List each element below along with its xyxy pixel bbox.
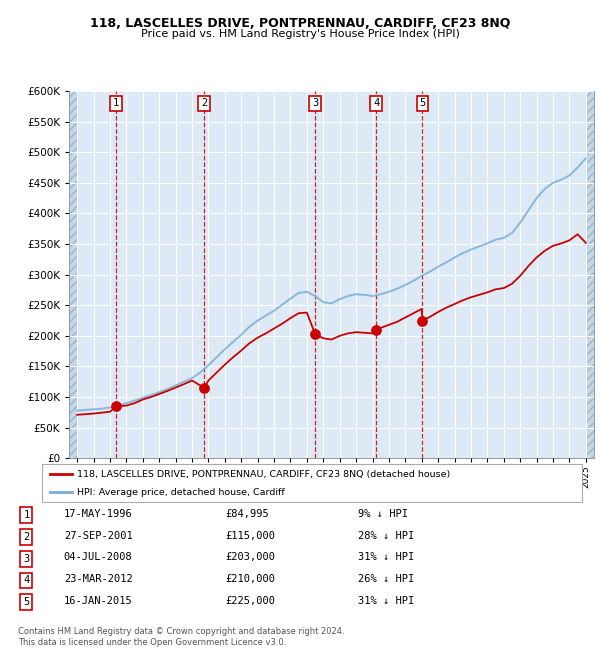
Text: £84,995: £84,995 — [225, 509, 269, 519]
Text: 118, LASCELLES DRIVE, PONTPRENNAU, CARDIFF, CF23 8NQ: 118, LASCELLES DRIVE, PONTPRENNAU, CARDI… — [90, 17, 510, 30]
Text: £225,000: £225,000 — [225, 596, 275, 606]
Text: 3: 3 — [23, 554, 29, 564]
Text: 27-SEP-2001: 27-SEP-2001 — [64, 530, 133, 541]
Text: 2: 2 — [23, 532, 29, 541]
FancyBboxPatch shape — [42, 464, 582, 502]
Text: 23-MAR-2012: 23-MAR-2012 — [64, 575, 133, 584]
Text: Price paid vs. HM Land Registry's House Price Index (HPI): Price paid vs. HM Land Registry's House … — [140, 29, 460, 38]
Point — [418, 315, 427, 326]
Text: 5: 5 — [419, 98, 425, 109]
Bar — [69, 91, 77, 458]
Text: 5: 5 — [23, 597, 29, 607]
Text: 16-JAN-2015: 16-JAN-2015 — [64, 596, 133, 606]
Point — [111, 401, 121, 411]
Text: 04-JUL-2008: 04-JUL-2008 — [64, 552, 133, 562]
Text: 17-MAY-1996: 17-MAY-1996 — [64, 509, 133, 519]
Point — [199, 383, 209, 393]
Text: 118, LASCELLES DRIVE, PONTPRENNAU, CARDIFF, CF23 8NQ (detached house): 118, LASCELLES DRIVE, PONTPRENNAU, CARDI… — [77, 470, 451, 479]
Text: 4: 4 — [23, 575, 29, 586]
Text: £115,000: £115,000 — [225, 530, 275, 541]
Point — [310, 329, 320, 339]
Text: 1: 1 — [23, 510, 29, 520]
Text: 4: 4 — [373, 98, 379, 109]
Text: 28% ↓ HPI: 28% ↓ HPI — [358, 530, 414, 541]
Text: Contains HM Land Registry data © Crown copyright and database right 2024.
This d: Contains HM Land Registry data © Crown c… — [18, 627, 344, 647]
Text: 1: 1 — [113, 98, 119, 109]
Text: 3: 3 — [312, 98, 318, 109]
Point — [371, 324, 381, 335]
Text: HPI: Average price, detached house, Cardiff: HPI: Average price, detached house, Card… — [77, 488, 285, 497]
Text: £203,000: £203,000 — [225, 552, 275, 562]
Text: 9% ↓ HPI: 9% ↓ HPI — [358, 509, 407, 519]
Text: 26% ↓ HPI: 26% ↓ HPI — [358, 575, 414, 584]
Text: 2: 2 — [201, 98, 208, 109]
Text: £210,000: £210,000 — [225, 575, 275, 584]
Text: 31% ↓ HPI: 31% ↓ HPI — [358, 596, 414, 606]
Bar — [586, 91, 594, 458]
Text: 31% ↓ HPI: 31% ↓ HPI — [358, 552, 414, 562]
